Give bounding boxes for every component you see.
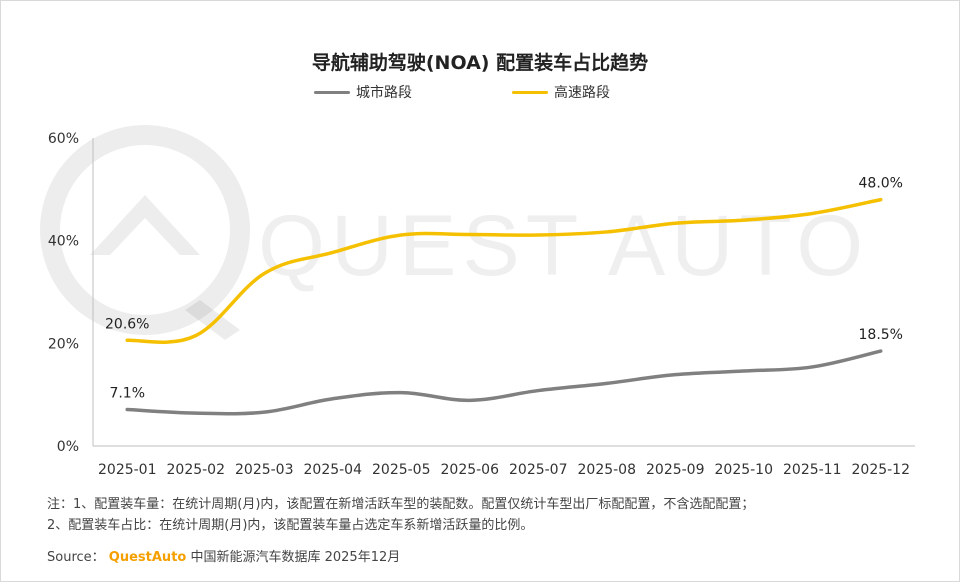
series-line-highway [125,197,883,344]
x-tick-label: 2025-01 [98,462,157,478]
x-tick-label: 2025-09 [646,462,705,478]
note-line-1: 注：1、配置装车量：在统计周期(月)内，该配置在新增活跃车型的装配数。配置仅统计… [47,497,755,512]
legend-label-city: 城市路段 [356,85,412,101]
x-tick-label: 2025-03 [235,462,294,478]
source-line: Source： QuestAuto 中国新能源汽车数据库 2025年12月 [47,546,400,565]
x-tick-label: 2025-02 [167,462,226,478]
x-tick-label: 2025-12 [852,462,911,478]
x-tick-label: 2025-04 [304,462,363,478]
data-label: 18.5% [859,327,903,343]
data-label: 7.1% [109,386,145,402]
legend-swatch-city [314,90,350,94]
legend-item-city: 城市路段 [314,82,412,102]
legend: 城市路段 高速路段 [0,82,960,104]
chart-title: 导航辅助驾驶(NOA) 配置装车占比趋势 [311,52,649,74]
legend-item-highway: 高速路段 [512,82,610,102]
x-tick-label: 2025-06 [441,462,500,478]
x-tick-label: 2025-11 [783,462,842,478]
legend-swatch-highway [512,90,548,94]
x-tick-label: 2025-05 [372,462,431,478]
x-tick-label: 2025-10 [715,462,774,478]
note-line-2: 2、配置装车占比：在统计周期(月)内，该配置装车量占选定车系新增活跃量的比例。 [47,518,534,533]
source-suffix: 中国新能源汽车数据库 2025年12月 [190,550,401,565]
y-tick-label: 40% [48,234,79,250]
x-tick-label: 2025-08 [578,462,637,478]
y-tick-label: 0% [57,439,79,455]
legend-label-highway: 高速路段 [554,85,610,101]
data-label: 48.0% [859,176,903,192]
x-tick-label: 2025-07 [509,462,568,478]
data-label: 20.6% [105,316,149,332]
source-prefix: Source： [47,550,105,565]
y-tick-label: 20% [48,336,79,352]
series-line-city [125,349,883,416]
source-brand: QuestAuto [108,550,187,565]
y-tick-label: 60% [48,131,79,147]
